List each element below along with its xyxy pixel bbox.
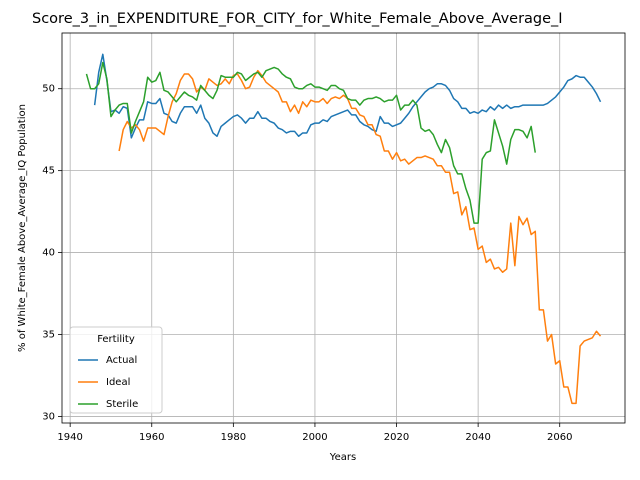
line-series [93, 53, 602, 139]
y-tick-label: 45 [42, 166, 55, 177]
legend-box [69, 326, 163, 414]
x-tick-label: 1940 [57, 432, 82, 443]
x-tick-label: 2000 [302, 432, 327, 443]
line-series [85, 61, 536, 224]
legend: Fertility Actual Ideal Sterile [69, 326, 163, 414]
y-tick-label: 30 [42, 411, 55, 422]
legend-label: Sterile [106, 399, 138, 410]
x-axis-label: Years [329, 452, 356, 463]
x-tick-label: 2060 [547, 432, 572, 443]
axes-frame [61, 32, 626, 424]
legend-title: Fertility [97, 334, 135, 345]
x-tick-label: 1960 [139, 432, 164, 443]
y-tick-label: 35 [42, 330, 55, 341]
y-tick-label: 40 [42, 248, 55, 259]
x-tick-label: 2020 [384, 432, 409, 443]
legend-label: Actual [106, 355, 137, 366]
legend-label: Ideal [106, 377, 130, 388]
y-tick-label: 50 [42, 84, 55, 95]
x-tick-label: 1980 [221, 432, 246, 443]
chart-title: Score_3_in_EXPENDITURE_FOR_CITY_for_Whit… [32, 11, 563, 27]
x-tick-label: 2040 [465, 432, 490, 443]
y-axis-label: % of White_Female Above_Average_IQ Popul… [17, 104, 28, 352]
